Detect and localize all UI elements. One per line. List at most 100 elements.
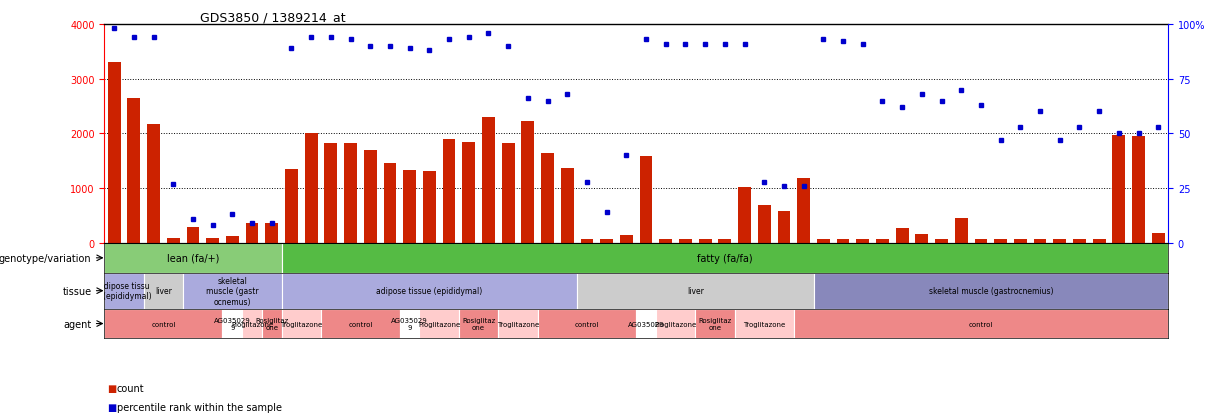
Bar (1093, 239, 1106, 243)
Text: adipose tissue (epididymal): adipose tissue (epididymal) (377, 287, 482, 295)
Bar (104, 243, 281, 273)
Text: skeletal muscle (gastrocnemius): skeletal muscle (gastrocnemius) (929, 287, 1053, 295)
Bar (1053, 239, 1066, 243)
Text: control: control (348, 321, 373, 327)
Bar (679, 239, 692, 243)
Bar (659, 239, 672, 243)
Text: Rosiglitaz
one: Rosiglitaz one (255, 317, 288, 330)
Bar (794, 309, 1168, 339)
Bar (1133, 136, 1145, 243)
Text: Troglitazone: Troglitazone (744, 321, 785, 327)
Bar (735, 309, 794, 339)
Bar (600, 239, 614, 243)
Bar (636, 309, 656, 339)
Text: control: control (151, 321, 175, 327)
Bar (639, 157, 653, 243)
Bar (108, 63, 120, 243)
Bar (167, 238, 179, 243)
Bar (698, 239, 712, 243)
Text: count: count (117, 383, 145, 393)
Bar (758, 205, 771, 243)
Bar (344, 144, 357, 243)
Bar (955, 219, 968, 243)
Bar (147, 124, 160, 243)
Bar (459, 309, 498, 339)
Text: AG035029
9: AG035029 9 (391, 317, 428, 330)
Text: fatty (fa/fa): fatty (fa/fa) (697, 253, 752, 263)
Text: control: control (969, 321, 993, 327)
Text: AG035029
9: AG035029 9 (213, 317, 250, 330)
Bar (561, 169, 574, 243)
Bar (104, 309, 222, 339)
Bar (324, 144, 337, 243)
Bar (144, 273, 183, 309)
Text: Pioglitazone: Pioglitazone (418, 321, 460, 327)
Text: control: control (574, 321, 599, 327)
Bar (304, 134, 318, 243)
Bar (817, 239, 829, 243)
Bar (1113, 136, 1125, 243)
Text: ■: ■ (107, 383, 117, 393)
Bar (222, 309, 242, 339)
Bar (285, 170, 298, 243)
Bar (104, 273, 144, 309)
Bar (739, 188, 751, 243)
Text: liver: liver (687, 287, 704, 295)
Bar (265, 224, 279, 243)
Text: AG035029: AG035029 (628, 321, 665, 327)
Text: adipose tissu
e (epididymal): adipose tissu e (epididymal) (96, 281, 152, 301)
Bar (443, 140, 455, 243)
Text: Troglitazone: Troglitazone (497, 321, 539, 327)
Bar (974, 239, 988, 243)
Bar (935, 239, 948, 243)
Text: Pioglitazone: Pioglitazone (231, 321, 274, 327)
Text: Rosiglitaz
one: Rosiglitaz one (463, 317, 496, 330)
Text: agent: agent (64, 319, 92, 329)
Bar (1014, 239, 1027, 243)
Bar (321, 309, 400, 339)
Text: GDS3850 / 1389214_at: GDS3850 / 1389214_at (200, 11, 346, 24)
Bar (798, 178, 810, 243)
Bar (696, 309, 735, 339)
Bar (183, 273, 281, 309)
Bar (502, 144, 514, 243)
Bar (577, 273, 814, 309)
Text: skeletal
muscle (gastr
ocnemus): skeletal muscle (gastr ocnemus) (206, 276, 259, 306)
Text: Pioglitazone: Pioglitazone (654, 321, 697, 327)
Bar (498, 309, 537, 339)
Text: lean (fa/+): lean (fa/+) (167, 253, 220, 263)
Bar (778, 211, 790, 243)
Bar (620, 235, 633, 243)
Bar (537, 309, 636, 339)
Bar (261, 309, 281, 339)
Text: ■: ■ (107, 402, 117, 412)
Bar (423, 172, 436, 243)
Bar (187, 228, 199, 243)
Bar (1033, 239, 1047, 243)
Text: Rosiglitaz
one: Rosiglitaz one (698, 317, 731, 330)
Bar (1074, 239, 1086, 243)
Bar (281, 243, 1168, 273)
Text: Troglitazone: Troglitazone (280, 321, 323, 327)
Bar (404, 170, 416, 243)
Bar (245, 223, 259, 243)
Bar (580, 239, 594, 243)
Bar (994, 239, 1007, 243)
Bar (719, 239, 731, 243)
Bar (521, 121, 534, 243)
Bar (896, 229, 908, 243)
Text: tissue: tissue (63, 286, 92, 296)
Bar (128, 99, 140, 243)
Bar (206, 238, 220, 243)
Bar (281, 309, 321, 339)
Bar (541, 153, 553, 243)
Bar (856, 239, 869, 243)
Text: genotype/variation: genotype/variation (0, 253, 92, 263)
Bar (226, 236, 239, 243)
Bar (1152, 233, 1164, 243)
Bar (364, 150, 377, 243)
Bar (876, 239, 888, 243)
Bar (400, 309, 420, 339)
Bar (814, 273, 1168, 309)
Bar (837, 239, 849, 243)
